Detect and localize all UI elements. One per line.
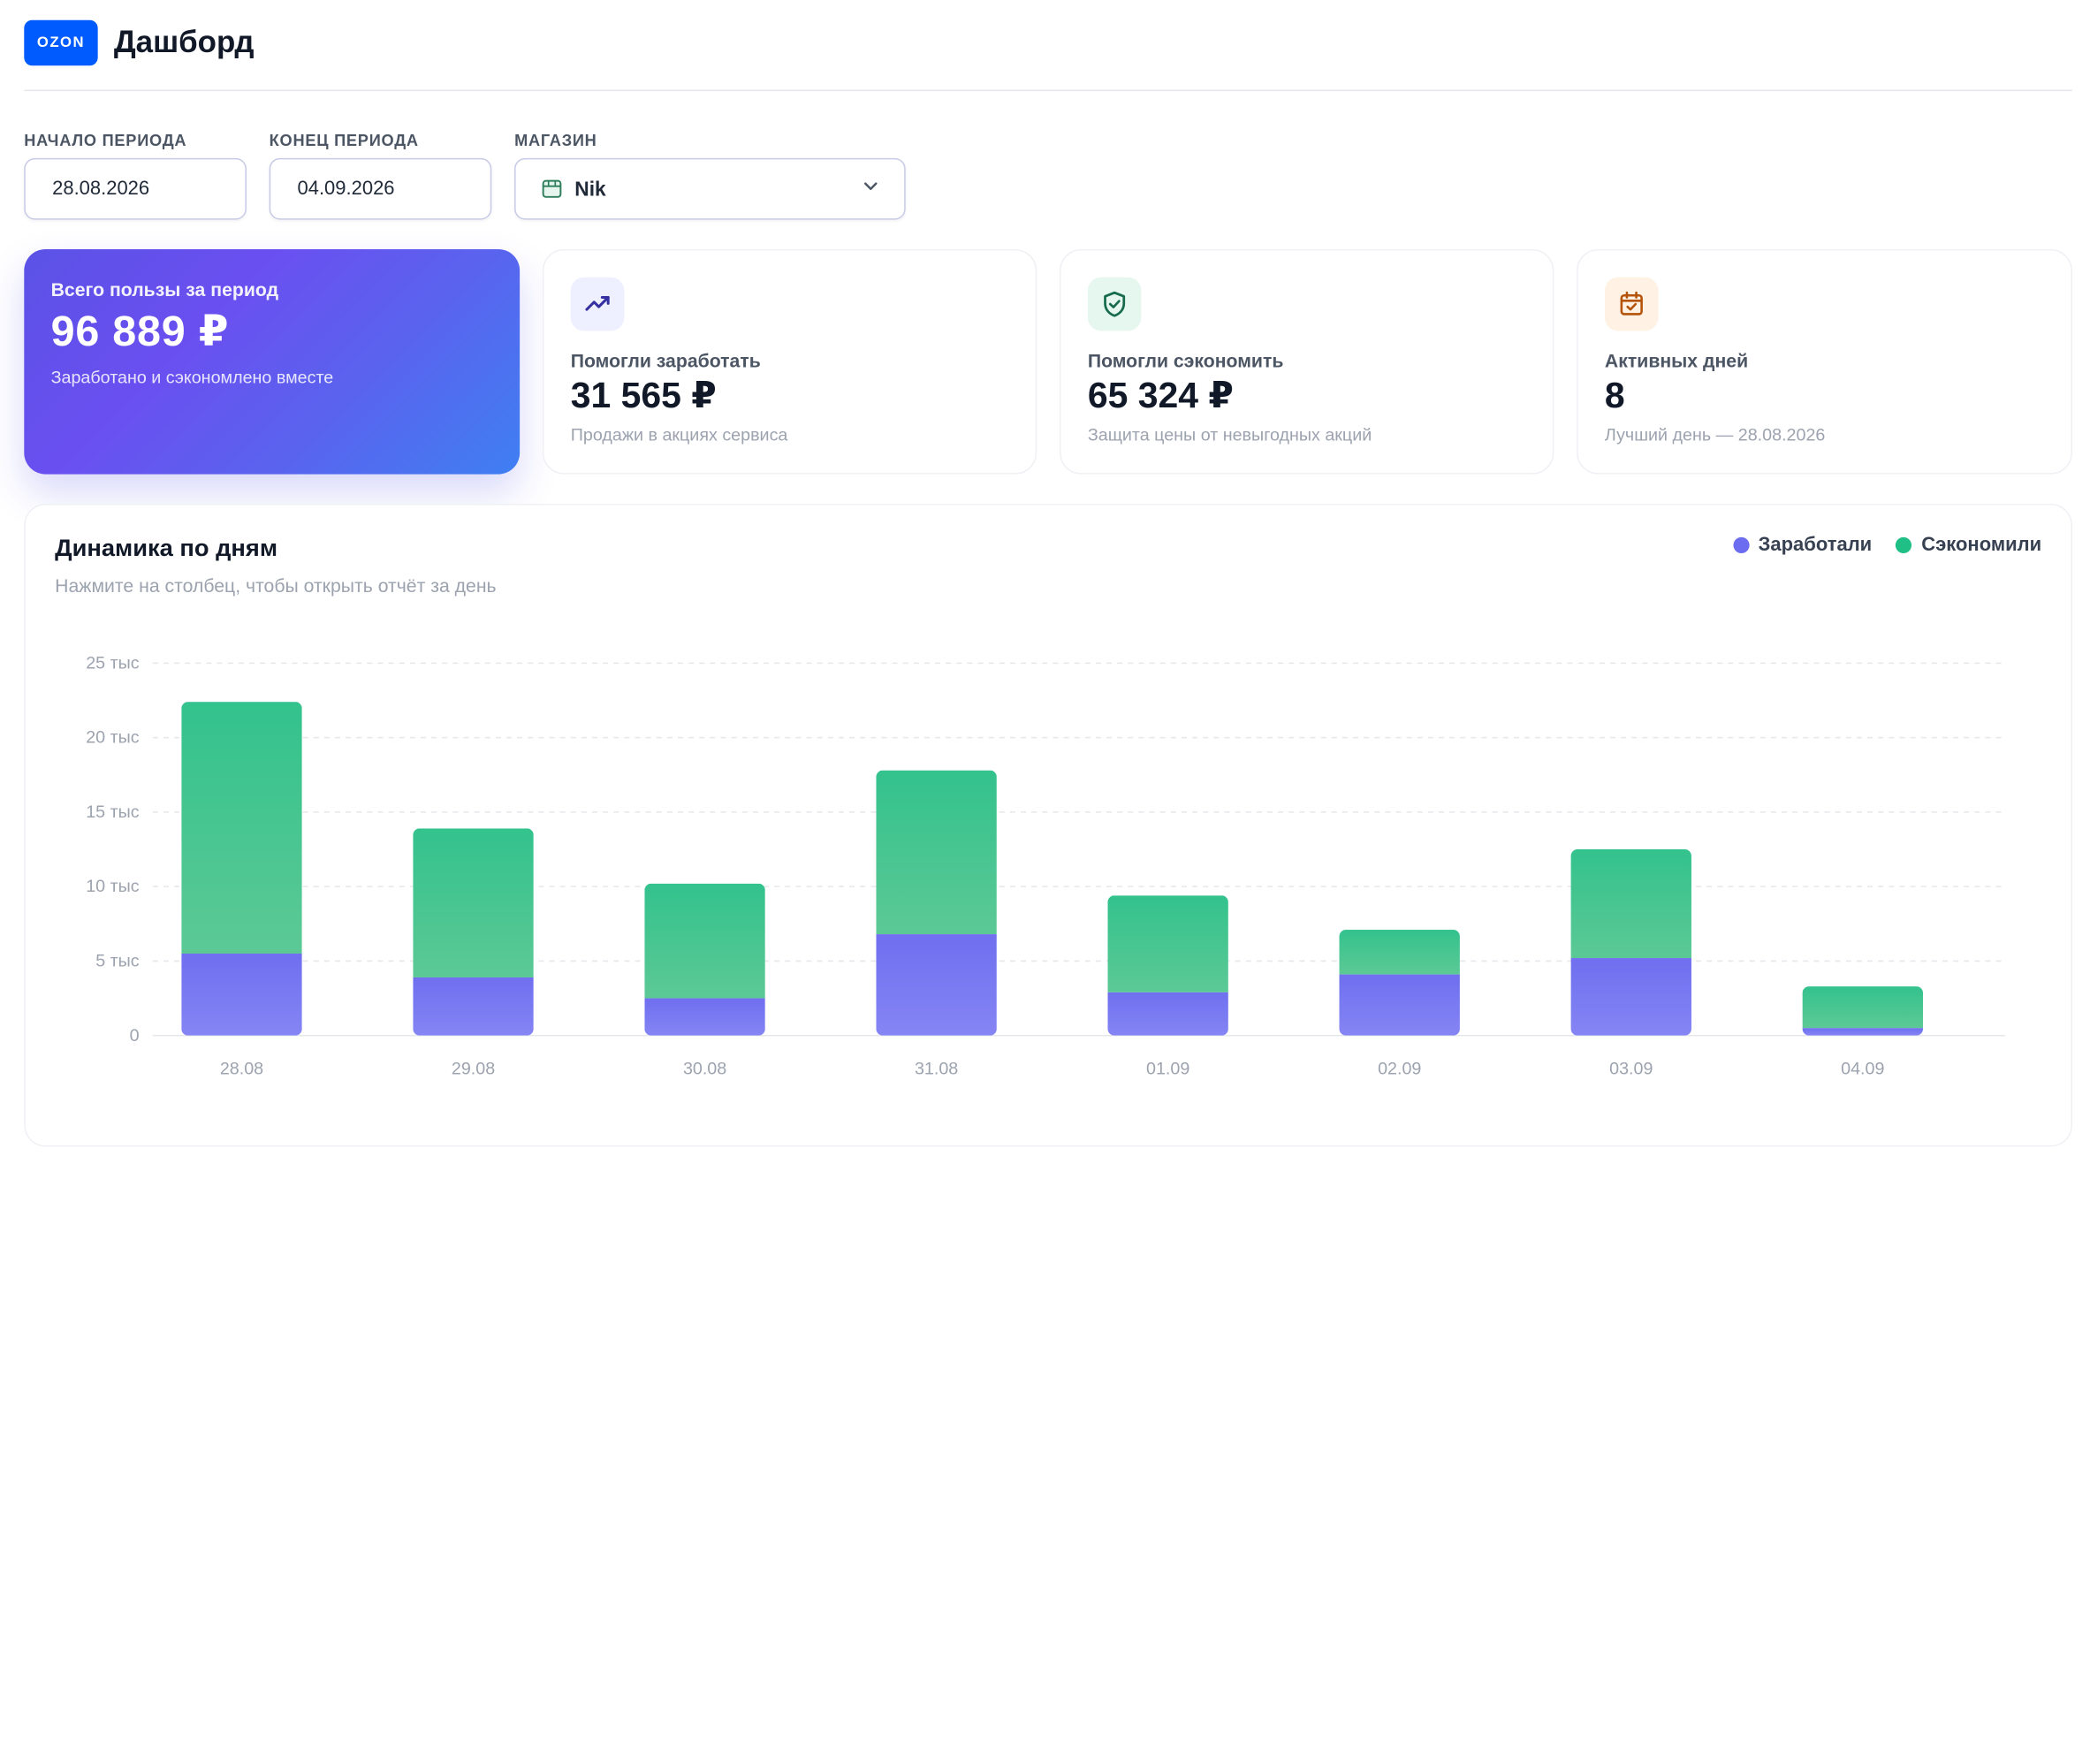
legend-dot-saved: [1896, 536, 1912, 554]
x-tick-label: 01.09: [1146, 1060, 1189, 1079]
y-tick-label: 15 тыс: [86, 802, 140, 822]
store-filter: МАГАЗИН Nik: [514, 132, 906, 220]
x-tick-label: 30.08: [683, 1060, 726, 1079]
shield-check-icon: [1087, 277, 1142, 331]
saved-sub: Защита цены от невыгодных акций: [1087, 424, 1372, 445]
bar-04.09[interactable]: [1802, 986, 1924, 1036]
earned-value: 31 565 ₽: [570, 375, 717, 415]
chevron-down-icon: [862, 177, 880, 201]
bar-segment-saved[interactable]: [1570, 849, 1691, 959]
legend-label-saved: Сэкономили: [1921, 534, 2042, 557]
total-benefit-sub: Заработано и сэкономлено вместе: [50, 367, 334, 388]
saved-label: Помогли сэкономить: [1087, 349, 1284, 371]
earned-sub: Продажи в акциях сервиса: [570, 424, 788, 445]
legend-item-earned: Заработали: [1732, 534, 1873, 557]
bar-segment-saved[interactable]: [1339, 930, 1460, 975]
bar-03.09[interactable]: [1570, 849, 1691, 1036]
page-title: Дашборд: [113, 24, 255, 59]
bar-30.08[interactable]: [644, 883, 765, 1036]
y-tick-label: 20 тыс: [86, 728, 140, 748]
bar-segment-saved[interactable]: [876, 770, 997, 935]
bar-segment-saved[interactable]: [181, 702, 302, 954]
bar-31.08[interactable]: [876, 770, 997, 1036]
chart-title: Динамика по дням: [55, 534, 278, 562]
chart-legend: Заработали Сэкономили: [1732, 534, 2041, 557]
legend-label-earned: Заработали: [1758, 534, 1873, 557]
active-days-value: 8: [1604, 375, 1625, 415]
x-tick-label: 29.08: [452, 1060, 495, 1079]
bar-28.08[interactable]: [181, 702, 302, 1036]
daily-dynamics-chart-card: Динамика по дням Нажмите на столбец, что…: [24, 503, 2072, 1147]
trending-up-icon: [570, 277, 625, 331]
ozon-logo[interactable]: OZON: [24, 19, 98, 66]
filters-bar: НАЧАЛО ПЕРИОДА 28.08.2026 КОНЕЦ ПЕРИОДА …: [24, 132, 961, 225]
x-tick-label: 31.08: [915, 1060, 958, 1079]
x-tick-label: 02.09: [1378, 1060, 1421, 1079]
calendar-check-icon: [1604, 277, 1659, 331]
bar-segment-earned[interactable]: [1107, 992, 1228, 1036]
start-date-input[interactable]: 28.08.2026: [24, 157, 247, 220]
bar-segment-saved[interactable]: [644, 883, 765, 999]
active-days-card: Активных дней 8 Лучший день — 28.08.2026: [1577, 248, 2072, 475]
total-benefit-card: Всего пользы за период 96 889 ₽ Заработа…: [24, 248, 521, 475]
earned-label: Помогли заработать: [570, 349, 761, 371]
header: OZON Дашборд: [24, 19, 2072, 92]
saved-card: Помогли сэкономить 65 324 ₽ Защита цены …: [1059, 248, 1554, 475]
y-tick-label: 5 тыс: [95, 951, 140, 970]
total-benefit-label: Всего пользы за период: [50, 278, 279, 300]
y-tick-label: 25 тыс: [86, 653, 140, 673]
bar-segment-earned[interactable]: [644, 998, 765, 1036]
bar-segment-saved[interactable]: [1107, 895, 1228, 992]
legend-dot-earned: [1732, 536, 1750, 554]
x-tick-label: 03.09: [1609, 1060, 1653, 1079]
y-tick-label: 10 тыс: [86, 877, 140, 896]
chart-subtitle: Нажмите на столбец, чтобы открыть отчёт …: [55, 574, 497, 597]
legend-item-saved: Сэкономили: [1896, 535, 2041, 556]
active-days-label: Активных дней: [1604, 349, 1749, 371]
store-select[interactable]: Nik: [514, 157, 906, 220]
y-tick-label: 0: [130, 1026, 140, 1045]
stacked-bar-chart: 0 5 тыс 10 тыс 15 тыс 20 тыс 25 тыс 28.08 29.08…: [86, 653, 2006, 1079]
bar-02.09[interactable]: [1339, 930, 1460, 1036]
start-date-label: НАЧАЛО ПЕРИОДА: [24, 131, 187, 150]
earned-card: Помогли заработать 31 565 ₽ Продажи в ак…: [542, 248, 1037, 475]
store-select-value: Nik: [574, 177, 606, 201]
bar-01.09[interactable]: [1107, 895, 1228, 1036]
end-date-label: КОНЕЦ ПЕРИОДА: [269, 131, 419, 150]
bar-segment-earned[interactable]: [1339, 974, 1460, 1036]
x-tick-label: 28.08: [220, 1060, 263, 1079]
bar-segment-earned[interactable]: [1570, 958, 1691, 1036]
end-date-filter: КОНЕЦ ПЕРИОДА 04.09.2026: [269, 131, 492, 220]
store-icon: [540, 177, 564, 201]
bar-segment-earned[interactable]: [876, 934, 997, 1036]
bar-29.08[interactable]: [413, 828, 534, 1036]
bar-segment-saved[interactable]: [1802, 986, 1924, 1029]
end-date-input[interactable]: 04.09.2026: [269, 157, 492, 220]
active-days-sub: Лучший день — 28.08.2026: [1604, 424, 1826, 445]
bar-segment-saved[interactable]: [413, 828, 534, 977]
bar-segment-earned[interactable]: [413, 977, 534, 1036]
saved-value: 65 324 ₽: [1087, 375, 1234, 415]
start-date-filter: НАЧАЛО ПЕРИОДА 28.08.2026: [24, 132, 247, 220]
bar-segment-earned[interactable]: [181, 954, 302, 1036]
x-tick-label: 04.09: [1841, 1060, 1884, 1079]
store-label: МАГАЗИН: [514, 131, 597, 150]
bar-segment-earned[interactable]: [1802, 1028, 1924, 1036]
total-benefit-value: 96 889 ₽: [50, 307, 230, 355]
